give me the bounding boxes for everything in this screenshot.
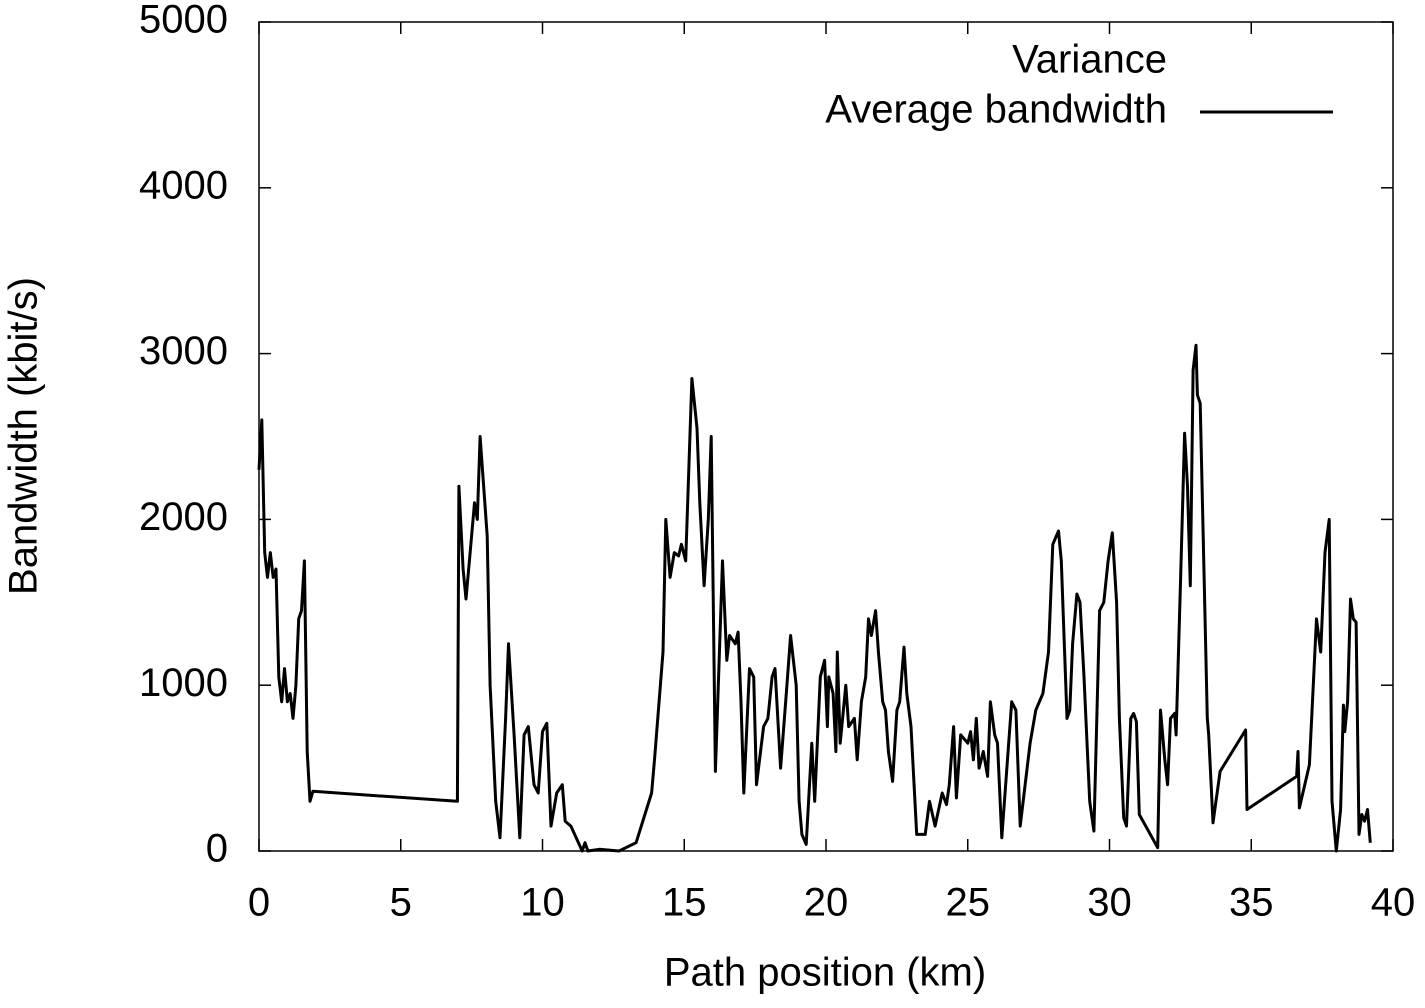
y-tick-label: 4000 bbox=[139, 163, 228, 207]
x-tick-label: 15 bbox=[662, 881, 707, 925]
x-tick-label: 40 bbox=[1371, 881, 1416, 925]
x-tick-label: 10 bbox=[520, 881, 565, 925]
x-tick-label: 25 bbox=[946, 881, 991, 925]
legend-label: Variance bbox=[1012, 38, 1167, 82]
data-line bbox=[257, 343, 1372, 853]
y-tick-label: 2000 bbox=[139, 495, 228, 539]
x-axis-label: Path position (km) bbox=[664, 951, 986, 995]
y-tick-label: 1000 bbox=[139, 661, 228, 705]
y-axis-label: Bandwidth (kbit/s) bbox=[2, 277, 46, 595]
y-tick-label: 3000 bbox=[139, 329, 228, 373]
x-tick-label: 0 bbox=[248, 881, 270, 925]
x-tick-label: 30 bbox=[1087, 881, 1132, 925]
x-tick-label: 20 bbox=[804, 881, 849, 925]
y-tick-label: 5000 bbox=[139, 0, 228, 42]
x-tick-label: 5 bbox=[390, 881, 412, 925]
x-tick-label: 35 bbox=[1229, 881, 1274, 925]
y-tick-label: 0 bbox=[206, 827, 228, 871]
legend-label: Average bandwidth bbox=[825, 88, 1167, 132]
